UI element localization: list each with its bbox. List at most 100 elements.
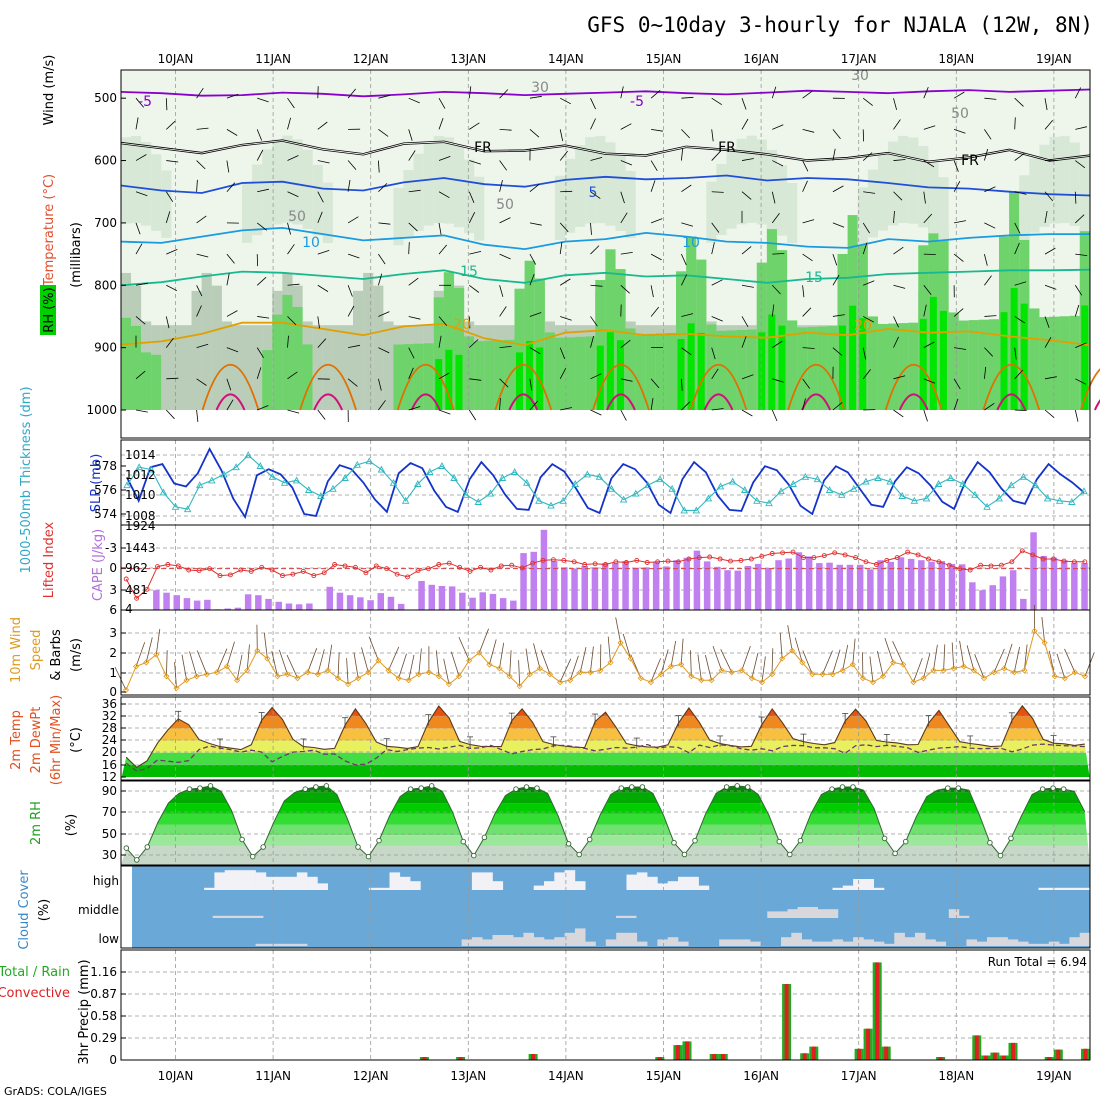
precip-rain-bar xyxy=(784,984,789,1060)
rh-cell xyxy=(585,336,596,410)
rh-cell xyxy=(554,337,566,410)
wind-barb xyxy=(569,655,579,681)
cloud-cell-low xyxy=(884,943,895,946)
thickness-point xyxy=(680,506,688,514)
rh-cell xyxy=(919,318,927,410)
wind-speed-line xyxy=(125,629,1086,691)
li-point xyxy=(207,566,213,572)
wind-barb xyxy=(741,645,751,671)
precip-tick: 0 xyxy=(109,1053,117,1067)
rh-cell xyxy=(312,164,323,236)
precip-rain-bar xyxy=(1056,1049,1061,1060)
li-tick: -3 xyxy=(105,541,117,555)
upper-wind-barb xyxy=(620,123,632,130)
rh-point xyxy=(955,785,962,791)
date-label-top: 18JAN xyxy=(938,52,974,66)
rh-cell xyxy=(292,139,303,225)
date-label-top: 16JAN xyxy=(743,52,779,66)
li-point xyxy=(144,586,150,592)
hot-contour xyxy=(605,393,636,411)
li-point xyxy=(498,563,504,569)
li-point xyxy=(1019,548,1025,554)
wind-barb xyxy=(966,645,975,671)
cloud-cell-low xyxy=(1017,941,1029,946)
wind-barb xyxy=(959,640,965,667)
upper-wind-barb xyxy=(317,191,324,203)
cloud-cell-middle xyxy=(626,915,637,918)
li-point xyxy=(894,555,900,561)
cloud-cell-low xyxy=(976,941,988,946)
rh-cell xyxy=(938,177,949,241)
thickness-point xyxy=(159,488,168,496)
li-point xyxy=(884,557,890,563)
wind-speed-point xyxy=(698,677,705,684)
upper-wind-barb xyxy=(468,191,475,203)
li-point xyxy=(332,562,338,567)
cape-bar xyxy=(673,560,680,610)
wind-barb xyxy=(622,633,632,659)
upper-wind-barb xyxy=(620,378,633,382)
thickness-point xyxy=(498,474,507,481)
upper-wind-barb xyxy=(499,160,508,171)
cloud-cell-high xyxy=(1069,887,1080,890)
wind-barb xyxy=(166,650,168,677)
upper-wind-barb xyxy=(741,98,747,110)
wind-axis-label: Wind (m/s) xyxy=(42,55,57,126)
upper-wind-barb xyxy=(317,409,326,420)
rh-cell xyxy=(161,170,172,238)
rh-cell xyxy=(687,323,695,410)
cloud-cell-low xyxy=(461,939,473,946)
rh-legend-swatch xyxy=(40,285,56,335)
cloud-cell-high xyxy=(368,887,380,890)
wind-speed-axis-label: Speed xyxy=(29,630,44,671)
upper-wind-barb xyxy=(468,86,472,99)
rh-cell xyxy=(645,333,656,410)
cape-bar xyxy=(295,604,303,610)
cloud-cell-high xyxy=(698,885,710,890)
contour-label: -5 xyxy=(630,94,644,110)
thickness-point xyxy=(850,484,858,492)
cape-bar xyxy=(224,608,231,610)
upper-wind-barb xyxy=(711,222,720,233)
upper-wind-barb xyxy=(771,409,778,422)
cloud-cell-high xyxy=(296,872,308,890)
li-point xyxy=(238,567,244,573)
temp-tick: 32 xyxy=(102,709,117,723)
slp-tick: 1012 xyxy=(125,468,156,482)
cape-bar xyxy=(1009,570,1017,610)
rh-cell xyxy=(1000,312,1008,410)
rh-point xyxy=(776,838,783,845)
wind-barb xyxy=(705,655,712,681)
thickness-point xyxy=(329,484,337,492)
upper-wind-barb xyxy=(863,280,875,286)
cloud-cell-middle xyxy=(787,909,798,918)
thickness-point xyxy=(559,496,567,504)
cloud-cell-low xyxy=(657,939,668,946)
thickness-point xyxy=(801,472,810,480)
rh-cell xyxy=(908,137,919,224)
li-point xyxy=(769,551,775,556)
upper-wind-barb xyxy=(681,313,694,317)
rh-point xyxy=(123,845,130,851)
thickness-point xyxy=(389,478,398,486)
upper-wind-barb xyxy=(499,89,509,99)
warm-contour xyxy=(299,364,357,411)
wind-speed-point xyxy=(213,669,220,676)
wind-speed-point xyxy=(869,679,877,686)
upper-wind-barb xyxy=(862,97,873,106)
upper-wind-barb xyxy=(681,96,694,99)
wind-barb xyxy=(761,656,766,683)
upper-wind-barb xyxy=(923,378,936,384)
wind-speed-point xyxy=(183,677,190,684)
upper-wind-barb xyxy=(650,378,660,389)
upper-wind-barb xyxy=(287,117,291,130)
upper-wind-barb xyxy=(923,125,936,130)
rh-cell xyxy=(1020,303,1028,410)
upper-wind-barb xyxy=(347,160,357,170)
cloud-cell-low xyxy=(255,943,267,946)
upper-wind-barb xyxy=(984,366,987,379)
convective-axis-label: Convective xyxy=(0,986,70,1001)
rh-cell xyxy=(564,158,576,233)
cloud-cell-high xyxy=(1059,887,1070,890)
temp-frame xyxy=(120,696,1091,781)
